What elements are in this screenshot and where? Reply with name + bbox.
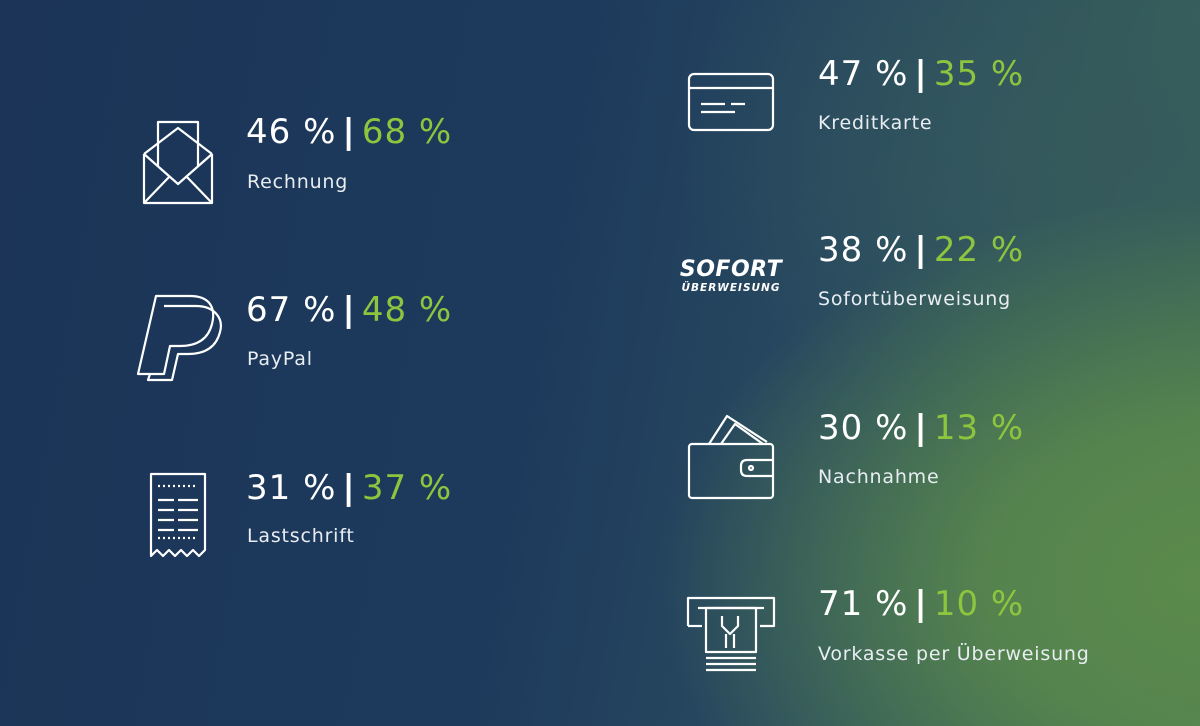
rechnung-value-2: 68 % [361, 112, 453, 152]
separator: | [914, 230, 928, 270]
vorkasse-value-2: 10 % [933, 584, 1025, 624]
paypal-value-2: 48 % [361, 290, 453, 330]
receipt-icon [148, 472, 208, 558]
separator: | [914, 54, 928, 94]
lastschrift-label: Lastschrift [247, 525, 355, 547]
vorkasse-value-1: 71 % [818, 584, 909, 624]
rechnung-stats: 46 % | 68 % [246, 112, 452, 152]
separator: | [342, 112, 356, 152]
kreditkarte-stats: 47 % | 35 % [818, 54, 1024, 94]
kreditkarte-value-1: 47 % [818, 54, 909, 94]
paypal-stats: 67 % | 48 % [246, 290, 452, 330]
vorkasse-label: Vorkasse per Überweisung [818, 643, 1090, 665]
rechnung-label: Rechnung [247, 171, 349, 193]
separator: | [914, 584, 928, 624]
vorkasse-stats: 71 % | 10 % [818, 584, 1024, 624]
nachnahme-stats: 30 % | 13 % [818, 408, 1024, 448]
paypal-value-1: 67 % [246, 290, 337, 330]
atm-icon [686, 596, 776, 672]
sofort-stats: 38 % | 22 % [818, 230, 1024, 270]
nachnahme-value-2: 13 % [933, 408, 1025, 448]
sofort-value-1: 38 % [818, 230, 909, 270]
sofort-value-2: 22 % [933, 230, 1025, 270]
separator: | [914, 408, 928, 448]
separator: | [342, 290, 356, 330]
separator: | [342, 468, 356, 508]
paypal-label: PayPal [247, 348, 313, 370]
kreditkarte-label: Kreditkarte [818, 112, 933, 134]
lastschrift-stats: 31 % | 37 % [246, 468, 452, 508]
kreditkarte-value-2: 35 % [933, 54, 1025, 94]
paypal-logo [134, 294, 224, 382]
wallet-icon [687, 414, 777, 500]
lastschrift-value-2: 37 % [361, 468, 453, 508]
nachnahme-value-1: 30 % [818, 408, 909, 448]
sofort-label: Sofortüberweisung [818, 288, 1012, 310]
credit-card-icon [687, 72, 775, 134]
envelope-icon [140, 118, 216, 206]
sofort-logo-text: SOFORT [679, 257, 783, 282]
rechnung-value-1: 46 % [246, 112, 337, 152]
lastschrift-value-1: 31 % [246, 468, 337, 508]
nachnahme-label: Nachnahme [818, 466, 940, 488]
sofort-logo: SOFORT ÜBERWEISUNG [668, 259, 794, 295]
sofort-logo-subtext: ÜBERWEISUNG [681, 282, 781, 294]
